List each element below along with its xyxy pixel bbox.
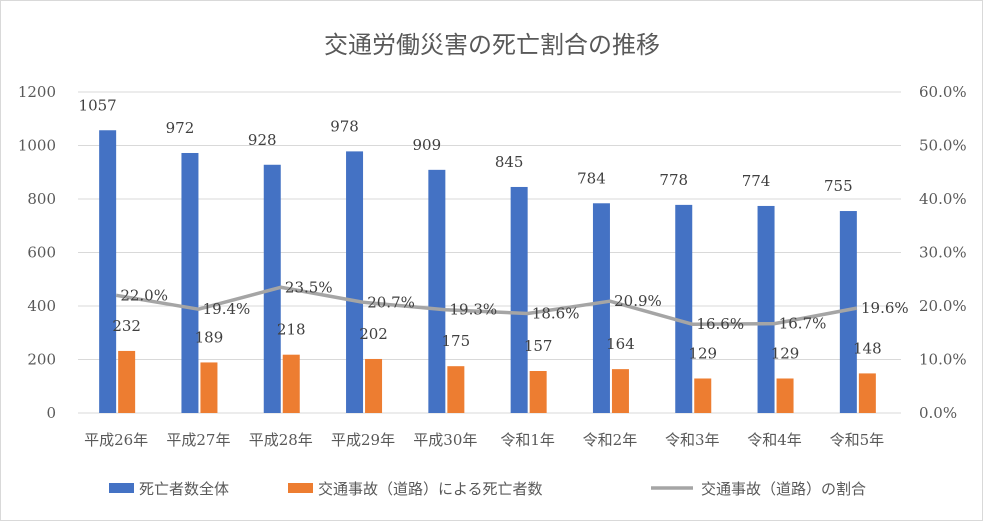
data-label-ratio: 18.6% xyxy=(532,304,580,322)
bar-traffic-deaths xyxy=(611,369,629,413)
data-label-total: 1057 xyxy=(79,96,117,114)
legend-swatch xyxy=(288,483,313,493)
data-label-traffic: 189 xyxy=(195,328,224,346)
legend-swatch xyxy=(109,483,134,493)
data-label-total: 778 xyxy=(659,171,688,189)
right-tick-label: 50.0% xyxy=(919,137,967,155)
left-tick-label: 800 xyxy=(27,190,56,208)
line-series xyxy=(115,285,858,326)
category-label: 平成29年 xyxy=(331,431,395,449)
bar-traffic-deaths xyxy=(694,378,712,413)
data-label-ratio: 16.7% xyxy=(779,315,827,333)
data-label-traffic: 129 xyxy=(771,344,800,362)
category-label: 令和5年 xyxy=(830,431,885,449)
bar-data-labels: 1057 232 972 189 928 218 978 202 909 175 845 157 784… xyxy=(79,96,882,362)
right-tick-label: 40.0% xyxy=(919,190,967,208)
data-label-total: 909 xyxy=(413,136,442,154)
bar-traffic-deaths xyxy=(118,350,136,413)
left-tick-label: 600 xyxy=(27,244,56,262)
bar-traffic-deaths xyxy=(776,378,794,413)
data-label-ratio: 19.6% xyxy=(861,299,909,317)
left-axis-ticks: 0 200 400 600 800 1000 1200 xyxy=(18,83,56,422)
right-tick-label: 60.0% xyxy=(919,83,967,101)
right-tick-label: 10.0% xyxy=(919,351,967,369)
data-label-total: 972 xyxy=(166,119,195,137)
left-tick-label: 1200 xyxy=(18,83,56,101)
legend: 死亡者数全体 交通事故（道路）による死亡者数 交通事故（道路）の割合 xyxy=(109,480,866,498)
bar-total-deaths xyxy=(346,151,364,413)
bar-traffic-deaths xyxy=(365,358,383,413)
bar-total-deaths xyxy=(99,130,117,413)
data-label-total: 928 xyxy=(248,131,277,149)
bar-traffic-deaths xyxy=(447,366,465,413)
category-labels: 平成26年 平成27年 平成28年 平成29年 平成30年 令和1年 令和2年 令和3年 令和4… xyxy=(84,431,884,449)
bar-traffic-deaths xyxy=(529,371,547,413)
bar-total-deaths xyxy=(510,186,528,413)
legend-label: 交通事故（道路）の割合 xyxy=(701,480,866,498)
category-label: 平成27年 xyxy=(166,431,230,449)
data-label-traffic: 202 xyxy=(359,325,388,343)
category-label: 令和3年 xyxy=(665,431,720,449)
left-tick-label: 400 xyxy=(27,297,56,315)
legend-label: 死亡者数全体 xyxy=(139,480,229,498)
data-label-total: 755 xyxy=(824,177,853,195)
right-axis-ticks: 0.0% 10.0% 20.0% 30.0% 40.0% 50.0% 60.0% xyxy=(919,83,967,422)
data-label-ratio: 23.5% xyxy=(285,278,333,296)
right-tick-label: 0.0% xyxy=(919,404,957,422)
bar-traffic-deaths xyxy=(282,354,300,413)
data-label-total: 845 xyxy=(495,153,524,171)
data-label-traffic: 129 xyxy=(688,344,717,362)
data-label-total: 774 xyxy=(742,172,771,190)
line-data-labels: 22.0% 19.4% 23.5% 20.7% 19.3% 18.6% 20.9% 16.6%… xyxy=(120,278,908,333)
category-label: 平成26年 xyxy=(84,431,148,449)
legend-label: 交通事故（道路）による死亡者数 xyxy=(318,480,543,498)
bar-total-deaths xyxy=(757,205,775,413)
data-label-ratio: 19.3% xyxy=(450,301,498,319)
left-tick-label: 0 xyxy=(46,404,56,422)
data-label-ratio: 16.6% xyxy=(696,315,744,333)
bar-total-deaths xyxy=(675,204,693,413)
data-label-ratio: 20.7% xyxy=(367,293,415,311)
category-label: 平成28年 xyxy=(249,431,313,449)
data-label-traffic: 157 xyxy=(524,337,553,355)
data-label-total: 978 xyxy=(330,117,359,135)
category-label: 平成30年 xyxy=(413,431,477,449)
bar-traffic-deaths xyxy=(200,362,218,413)
data-label-traffic: 175 xyxy=(442,332,471,350)
data-label-ratio: 19.4% xyxy=(203,300,251,318)
category-label: 令和2年 xyxy=(583,431,638,449)
chart-title: 交通労働災害の死亡割合の推移 xyxy=(324,31,660,59)
bar-total-deaths xyxy=(428,169,446,413)
data-label-traffic: 218 xyxy=(277,321,306,339)
data-label-ratio: 20.9% xyxy=(614,292,662,310)
left-tick-label: 200 xyxy=(27,351,56,369)
right-tick-label: 30.0% xyxy=(919,244,967,262)
bar-total-deaths xyxy=(839,211,857,413)
data-label-traffic: 148 xyxy=(853,339,882,357)
category-label: 令和1年 xyxy=(500,431,555,449)
data-label-ratio: 22.0% xyxy=(120,286,168,304)
category-label: 令和4年 xyxy=(747,431,802,449)
ratio-line xyxy=(115,285,858,326)
bar-traffic-deaths xyxy=(858,373,876,413)
data-label-traffic: 232 xyxy=(112,317,141,335)
bar-total-deaths xyxy=(181,152,199,414)
right-tick-label: 20.0% xyxy=(919,297,967,315)
data-label-total: 784 xyxy=(577,169,606,187)
bar-total-deaths xyxy=(592,203,610,413)
left-tick-label: 1000 xyxy=(18,137,56,155)
data-label-traffic: 164 xyxy=(606,335,635,353)
